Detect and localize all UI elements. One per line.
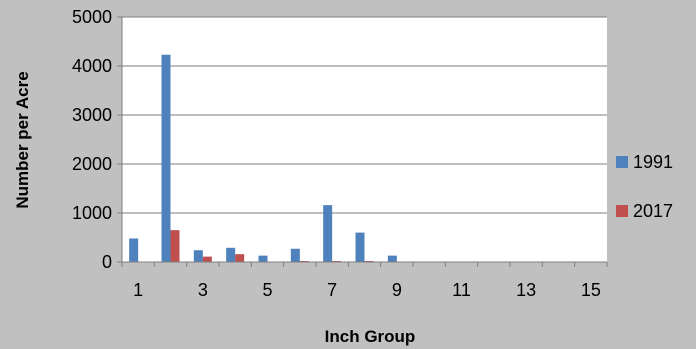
bar-1991-9 <box>387 255 397 262</box>
bar-1991-7 <box>323 205 333 262</box>
bar-2017-4 <box>235 254 245 262</box>
x-tick-label-13: 13 <box>516 280 536 300</box>
axes <box>117 16 608 267</box>
bar-1991-6 <box>290 248 300 262</box>
y-tick-label-5000: 5000 <box>72 7 112 27</box>
legend: 1991 2017 <box>616 152 673 221</box>
x-tick-label-1: 1 <box>133 280 143 300</box>
bar-1991-8 <box>355 232 365 262</box>
plot-area <box>122 17 607 262</box>
y-tick-labels: 0 1000 2000 3000 4000 5000 <box>72 7 112 272</box>
bar-1991-2 <box>161 54 171 263</box>
y-tick-label-2000: 2000 <box>72 154 112 174</box>
y-axis-title: Number per Acre <box>13 71 32 208</box>
legend-swatch-1991 <box>616 156 628 168</box>
x-tick-labels: 1 3 5 7 9 11 13 15 <box>133 280 601 300</box>
x-tick-label-9: 9 <box>392 280 402 300</box>
y-tick-label-1000: 1000 <box>72 203 112 223</box>
y-tick-label-4000: 4000 <box>72 56 112 76</box>
x-tick-label-5: 5 <box>262 280 272 300</box>
legend-label-1991: 1991 <box>633 152 673 172</box>
bar-1991-1 <box>129 238 139 262</box>
y-tick-label-0: 0 <box>102 252 112 272</box>
y-tick-label-3000: 3000 <box>72 105 112 125</box>
bar-1991-4 <box>226 247 236 262</box>
x-tick-label-15: 15 <box>581 280 601 300</box>
bar-1991-3 <box>193 250 203 262</box>
bar-2017-3 <box>202 256 212 262</box>
x-tick-label-7: 7 <box>327 280 337 300</box>
x-tick-label-3: 3 <box>198 280 208 300</box>
bar-2017-2 <box>170 230 180 262</box>
legend-label-2017: 2017 <box>633 201 673 221</box>
bar-1991-5 <box>258 255 268 262</box>
x-axis-title: Inch Group <box>325 327 416 346</box>
x-tick-label-11: 11 <box>452 280 471 300</box>
legend-swatch-2017 <box>616 205 628 217</box>
